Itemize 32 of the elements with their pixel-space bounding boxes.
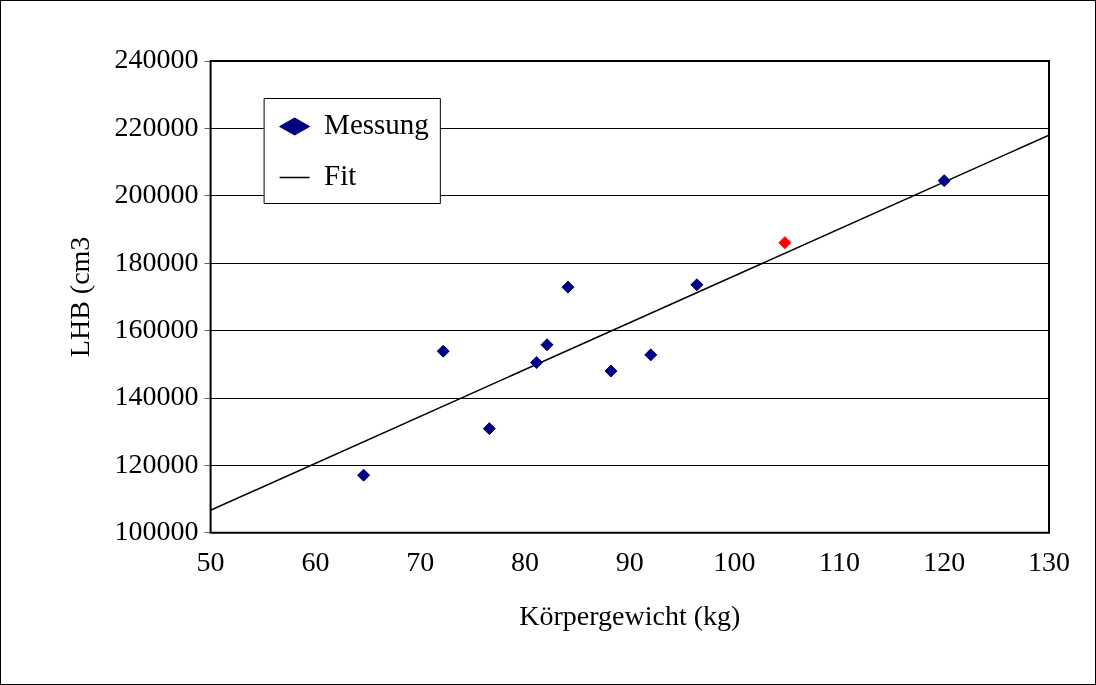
y-tick-label: 200000: [114, 178, 199, 210]
y-tick-label: 100000: [114, 515, 199, 547]
legend-label: Fit: [324, 159, 357, 192]
point: [357, 468, 371, 482]
point: [530, 356, 544, 370]
point: [690, 278, 704, 292]
y-tick-label: 220000: [114, 110, 199, 142]
x-tick-label: 50: [196, 545, 225, 577]
point: [436, 344, 450, 358]
y-tick-label: 240000: [114, 43, 199, 75]
x-tick-label: 130: [1028, 545, 1070, 577]
x-tick-label: 110: [818, 545, 860, 577]
point: [561, 280, 575, 294]
point: [482, 422, 496, 436]
point: [937, 174, 951, 188]
x-tick-label: 100: [713, 545, 756, 577]
x-tick-label: 90: [615, 545, 644, 577]
y-tick-label: 160000: [114, 312, 199, 344]
y-tick-label: 120000: [114, 447, 199, 479]
x-tick-label: 80: [511, 545, 539, 577]
x-tick-label: 60: [301, 545, 330, 577]
point: [778, 236, 792, 250]
y-axis-title: LHB (cm3: [64, 236, 96, 358]
point: [644, 348, 658, 362]
x-tick-label: 70: [406, 545, 435, 577]
legend-label: Messung: [324, 108, 429, 141]
x-tick-label: 120: [923, 545, 966, 577]
y-tick-label: 140000: [114, 380, 199, 412]
point: [604, 364, 618, 378]
x-axis-title: Körpergewicht (kg): [519, 599, 741, 631]
y-tick-label: 180000: [114, 245, 199, 277]
point: [540, 338, 554, 352]
